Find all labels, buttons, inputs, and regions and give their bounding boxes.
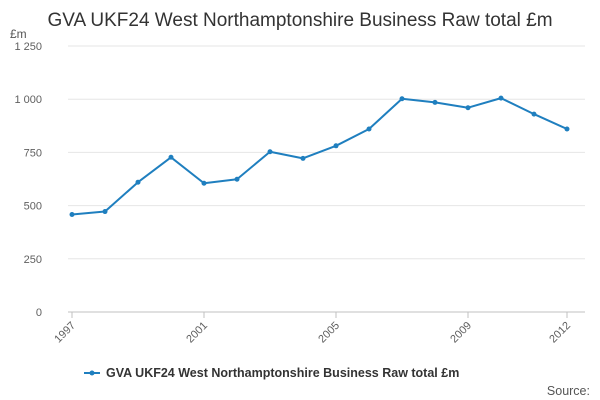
x-tick-label: 1997 bbox=[52, 320, 78, 346]
data-point[interactable] bbox=[168, 154, 174, 160]
data-point[interactable] bbox=[564, 126, 570, 132]
data-point[interactable] bbox=[333, 143, 339, 149]
data-point[interactable] bbox=[102, 209, 108, 215]
legend-label[interactable]: GVA UKF24 West Northamptonshire Business… bbox=[106, 366, 459, 380]
data-point[interactable] bbox=[465, 105, 471, 111]
legend[interactable]: GVA UKF24 West Northamptonshire Business… bbox=[84, 366, 459, 380]
x-axis-ticks: 1997 2001 2005 2009 2012 bbox=[52, 311, 585, 346]
y-tick-label: 500 bbox=[24, 201, 42, 213]
chart-title: GVA UKF24 West Northamptonshire Business… bbox=[47, 10, 552, 31]
x-tick-label: 2005 bbox=[316, 320, 342, 346]
y-axis-ticks: 0 250 500 750 1 000 1 250 bbox=[14, 41, 42, 319]
data-point[interactable] bbox=[234, 176, 240, 182]
y-axis-unit-label: £m bbox=[10, 27, 27, 41]
x-tick-label: 2012 bbox=[547, 320, 573, 346]
y-tick-label: 250 bbox=[24, 254, 42, 266]
data-point[interactable] bbox=[135, 179, 141, 185]
legend-marker-dot bbox=[89, 370, 95, 376]
data-point[interactable] bbox=[69, 212, 75, 218]
y-tick-label: 1 250 bbox=[14, 41, 42, 53]
data-point[interactable] bbox=[201, 180, 207, 186]
data-point[interactable] bbox=[531, 111, 537, 117]
data-point[interactable] bbox=[366, 126, 372, 132]
data-point[interactable] bbox=[300, 155, 306, 161]
data-point[interactable] bbox=[498, 95, 504, 101]
y-tick-label: 0 bbox=[36, 307, 42, 319]
x-tick-label: 2009 bbox=[448, 320, 474, 346]
source-label: Source: bbox=[547, 384, 590, 398]
y-tick-label: 1 000 bbox=[14, 94, 42, 106]
series-layer bbox=[69, 95, 570, 218]
x-tick-label: 2001 bbox=[184, 320, 210, 346]
y-tick-label: 750 bbox=[24, 147, 42, 159]
gridlines bbox=[68, 45, 585, 313]
series-line bbox=[71, 97, 568, 216]
data-point[interactable] bbox=[267, 149, 273, 155]
data-point[interactable] bbox=[399, 96, 405, 102]
data-point[interactable] bbox=[432, 99, 438, 105]
